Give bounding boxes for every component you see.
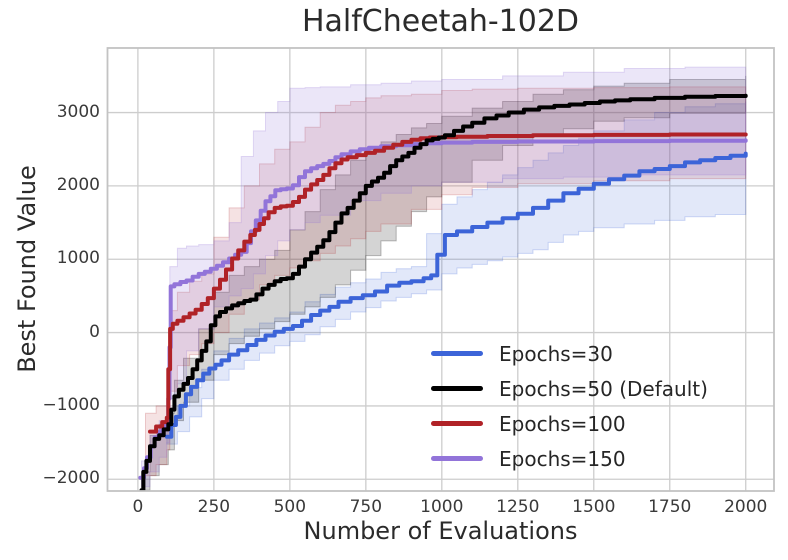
chart-title: HalfCheetah-102D xyxy=(301,4,580,39)
legend: Epochs=30 Epochs=50 (Default) Epochs=100 Ep… xyxy=(431,336,708,476)
legend-line-swatch xyxy=(431,421,483,426)
x-tick-label: 750 xyxy=(349,497,383,517)
legend-item-epochs-30: Epochs=30 xyxy=(431,336,708,371)
legend-item-epochs-50-default: Epochs=50 (Default) xyxy=(431,371,708,406)
legend-label: Epochs=100 xyxy=(499,411,626,436)
legend-line-swatch xyxy=(431,351,483,356)
legend-item-epochs-100: Epochs=100 xyxy=(431,406,708,441)
legend-item-epochs-150: Epochs=150 xyxy=(431,441,708,476)
x-tick-label: 1500 xyxy=(572,497,616,517)
series-line-epochs-50-default xyxy=(139,93,748,491)
x-tick-label: 1250 xyxy=(496,497,540,517)
y-tick-label: 3000 xyxy=(56,101,100,122)
x-tick-label: 500 xyxy=(273,497,307,517)
x-axis-label: Number of Evaluations xyxy=(303,517,578,545)
x-tick-label: 0 xyxy=(132,497,144,517)
series-band-epochs-50-default xyxy=(141,75,747,491)
x-tick-label: 250 xyxy=(197,497,231,517)
y-tick-label: −1000 xyxy=(42,394,100,415)
y-tick-label: 0 xyxy=(89,321,100,342)
y-tick-label: 1000 xyxy=(56,248,100,269)
plot-frame xyxy=(106,47,775,492)
x-tick-label: 2000 xyxy=(724,497,768,517)
y-tick-label: 2000 xyxy=(56,174,100,195)
series-band-epochs-30 xyxy=(166,101,747,445)
gridlines xyxy=(107,48,774,491)
series-line-epochs-30 xyxy=(164,151,748,439)
legend-label: Epochs=150 xyxy=(499,446,626,471)
legend-label: Epochs=30 xyxy=(499,341,613,366)
y-tick-label: −2000 xyxy=(42,468,100,489)
legend-line-swatch xyxy=(431,456,483,461)
legend-line-swatch xyxy=(431,386,483,391)
x-tick-label: 1000 xyxy=(420,497,464,517)
x-tick-label: 1750 xyxy=(648,497,692,517)
series-line-epochs-100 xyxy=(148,132,748,434)
legend-label: Epochs=50 (Default) xyxy=(499,376,708,401)
y-axis-label: Best Found Value xyxy=(13,165,41,373)
